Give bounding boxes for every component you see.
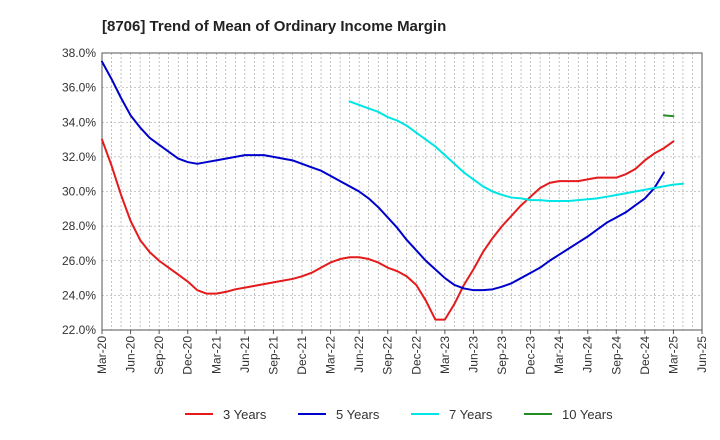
x-tick-label: Jun-24 bbox=[581, 336, 595, 373]
series-line-10-years bbox=[662, 114, 675, 118]
axes bbox=[101, 52, 703, 331]
y-tick-label: 38.0% bbox=[62, 46, 96, 60]
x-tick-label: Jun-20 bbox=[124, 336, 138, 373]
x-tick-label: Sep-22 bbox=[381, 336, 395, 375]
legend-label: 7 Years bbox=[449, 407, 493, 422]
x-tick-label: Jun-25 bbox=[695, 336, 709, 373]
x-tick-label: Dec-21 bbox=[295, 336, 309, 375]
x-tick-label: Dec-20 bbox=[181, 336, 195, 375]
y-tick-label: 28.0% bbox=[62, 219, 96, 233]
x-tick-label: Dec-24 bbox=[638, 336, 652, 375]
x-tick-label: Sep-24 bbox=[609, 336, 623, 375]
x-axis-ticks: Mar-20 Jun-20 Sep-20 Dec-20 Mar-21 Jun-21 Sep-… bbox=[95, 330, 709, 375]
x-tick-label: Dec-22 bbox=[409, 336, 423, 375]
x-tick-label: Mar-25 bbox=[666, 336, 680, 374]
grid bbox=[102, 53, 702, 330]
x-tick-label: Dec-23 bbox=[524, 336, 538, 375]
series-line-5-years bbox=[101, 60, 665, 292]
x-tick-label: Jun-22 bbox=[352, 336, 366, 373]
y-tick-label: 36.0% bbox=[62, 81, 96, 95]
chart-title: [8706] Trend of Mean of Ordinary Income … bbox=[102, 18, 446, 35]
x-tick-label: Sep-20 bbox=[152, 336, 166, 375]
series-line-3-years bbox=[101, 138, 675, 321]
y-tick-label: 22.0% bbox=[62, 323, 96, 337]
y-tick-label: 24.0% bbox=[62, 288, 96, 302]
x-tick-label: Mar-20 bbox=[95, 336, 109, 374]
series-lines bbox=[101, 60, 684, 321]
legend-label: 5 Years bbox=[336, 407, 380, 422]
y-tick-label: 30.0% bbox=[62, 185, 96, 199]
y-tick-label: 34.0% bbox=[62, 115, 96, 129]
x-tick-label: Jun-21 bbox=[238, 336, 252, 373]
x-tick-label: Mar-23 bbox=[438, 336, 452, 374]
legend: 3 Years 5 Years 7 Years 10 Years bbox=[185, 407, 613, 422]
series-line-7-years bbox=[348, 100, 684, 203]
x-tick-label: Jun-23 bbox=[466, 336, 480, 373]
legend-label: 10 Years bbox=[562, 407, 613, 422]
x-tick-label: Mar-21 bbox=[209, 336, 223, 374]
x-tick-label: Sep-21 bbox=[266, 336, 280, 375]
y-tick-label: 26.0% bbox=[62, 254, 96, 268]
x-tick-label: Mar-22 bbox=[324, 336, 338, 374]
y-axis-ticks: 22.0% 24.0% 26.0% 28.0% 30.0% 32.0% 34.0% 36.0%… bbox=[62, 46, 96, 337]
x-tick-label: Mar-24 bbox=[552, 336, 566, 374]
plot-frame bbox=[101, 52, 703, 331]
x-tick-label: Sep-23 bbox=[495, 336, 509, 375]
legend-label: 3 Years bbox=[223, 407, 267, 422]
y-tick-label: 32.0% bbox=[62, 150, 96, 164]
